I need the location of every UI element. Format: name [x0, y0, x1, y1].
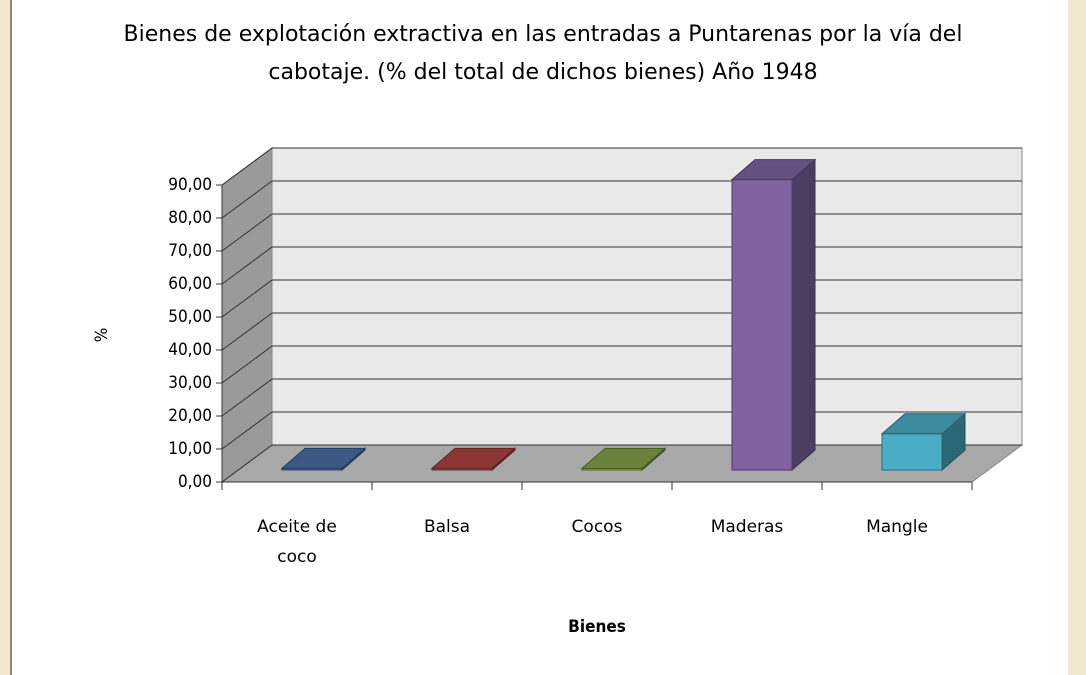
x-tick-label: Cocos: [571, 517, 623, 537]
y-tick-label: 30,00: [168, 373, 212, 393]
x-tick-label: Balsa: [423, 517, 471, 537]
y-tick-label: 60,00: [168, 274, 212, 294]
y-tick-label: 10,00: [168, 439, 212, 459]
grid-line-side: [221, 312, 273, 351]
x-tick-label-box: Mangle: [866, 517, 928, 537]
y-tick-label: 70,00: [168, 241, 212, 261]
back-wall: [271, 147, 1023, 446]
y-axis-label: %: [92, 328, 112, 343]
x-tick-label-box: Cocos: [571, 517, 623, 537]
x-tick-label: Mangle: [866, 517, 928, 537]
x-tick-label-box: Balsa: [423, 517, 471, 537]
x-tick-label: Maderas: [710, 517, 784, 537]
left-wall: [221, 147, 273, 483]
y-tick-label: 50,00: [168, 307, 212, 327]
grid-line-side: [221, 345, 273, 384]
bar: [430, 447, 517, 472]
bar-top: [580, 447, 667, 469]
grid-line-side: [221, 213, 273, 252]
bar: [280, 447, 367, 472]
bar: [730, 158, 817, 472]
x-tick-label-box: Aceite de coco: [257, 517, 337, 567]
bar-front: [881, 433, 943, 471]
y-tick-label: 80,00: [168, 208, 212, 228]
grid-line-side: [221, 279, 273, 318]
grid-line-side: [221, 246, 273, 285]
grid-line-side: [221, 147, 273, 186]
y-tick-label: 20,00: [168, 406, 212, 426]
x-tick-label: Aceite de coco: [257, 517, 337, 567]
bar-front: [731, 179, 793, 471]
y-tick-label: 0,00: [178, 472, 212, 492]
grid-line-side: [221, 180, 273, 219]
grid-line-side: [221, 444, 273, 483]
y-tick-label: 90,00: [168, 175, 212, 195]
grid-line-side: [221, 411, 273, 450]
chart-title: Bienes de explotación extractiva en las …: [123, 22, 963, 85]
x-tick-label-box: Maderas: [710, 517, 784, 537]
y-tick-label: 40,00: [168, 340, 212, 360]
bar: [580, 447, 667, 472]
bar-top: [430, 447, 517, 469]
bar-top: [730, 159, 817, 181]
x-axis-label: Bienes: [568, 617, 626, 637]
bar-side: [791, 158, 816, 472]
grid-line-side: [221, 378, 273, 417]
bar-top: [880, 413, 967, 435]
bar: [880, 412, 967, 472]
bar-top: [280, 447, 367, 469]
